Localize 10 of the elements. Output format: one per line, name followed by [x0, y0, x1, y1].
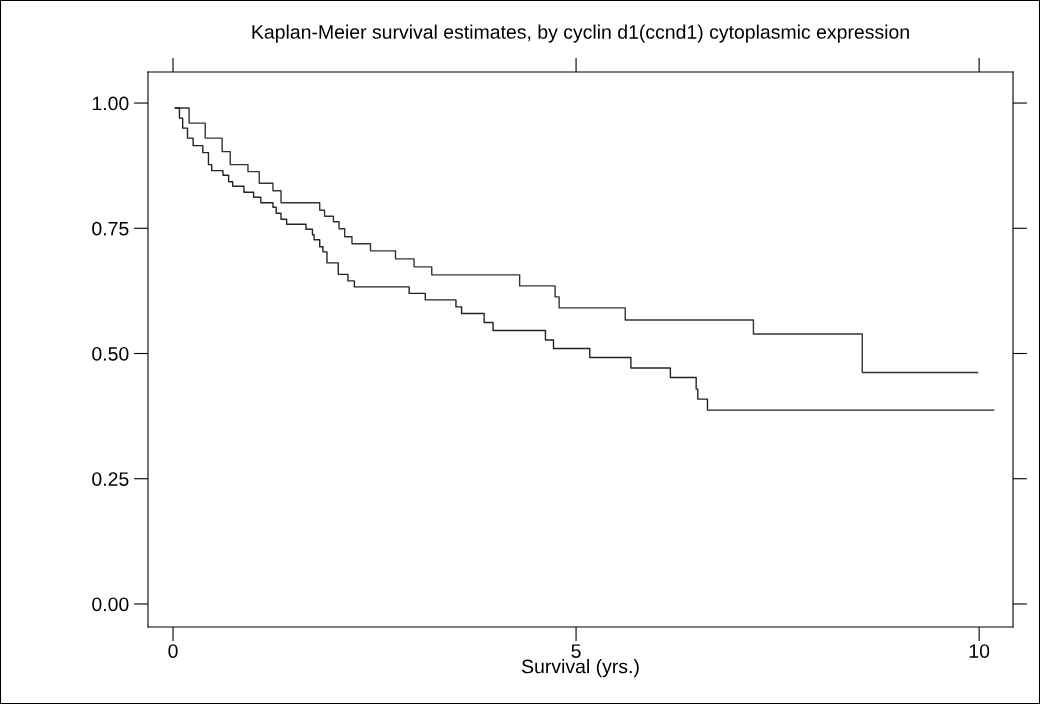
- x-tick-label: 0: [168, 644, 178, 658]
- chart-title: Kaplan-Meier survival estimates, by cyclin d1(ccnd1) cytoplasmic expression: [252, 24, 909, 43]
- y-tick-label: 0.25: [92, 472, 129, 486]
- y-tick-label: 0.75: [92, 221, 129, 236]
- y-tick-label: 0.50: [92, 346, 129, 361]
- x-axis-title: Survival (yrs.): [521, 659, 639, 678]
- y-tick-label: 0.00: [92, 597, 129, 612]
- x-tick-label: 5: [571, 644, 581, 658]
- x-tick-label: 10: [969, 644, 990, 658]
- y-tick-label: 1.00: [92, 96, 129, 111]
